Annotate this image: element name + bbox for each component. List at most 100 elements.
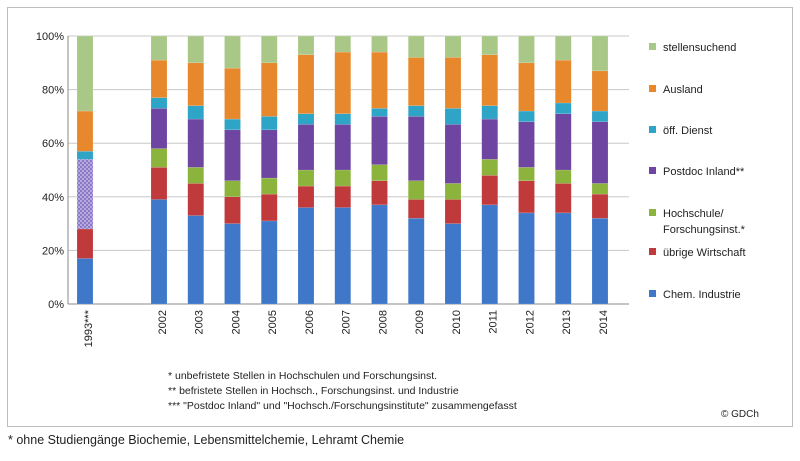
bar-segment (297, 113, 315, 125)
bar-segment (371, 35, 388, 53)
bar-segment (444, 35, 462, 58)
bar-segment (334, 169, 351, 187)
bar-segment (261, 193, 278, 222)
bar-segment (297, 185, 315, 208)
bar-segment (297, 169, 315, 187)
bar-segment (481, 54, 498, 106)
bar-segment (334, 113, 351, 125)
footnote-1: * unbefristete Stellen in Hochschulen un… (168, 370, 438, 382)
x-tick-label: 2002 (157, 310, 169, 334)
bar-segment (371, 204, 388, 305)
x-tick-label: 2009 (414, 310, 426, 334)
bar-segment (555, 169, 572, 184)
bar-segment (444, 124, 462, 184)
y-tick-label: 0% (48, 299, 64, 311)
bar-segment (371, 108, 388, 117)
bar-segment (444, 108, 462, 125)
x-tick-label: 2008 (377, 310, 389, 334)
y-tick-label: 20% (42, 245, 64, 257)
bar-segment (481, 118, 498, 160)
bar-segment (261, 220, 278, 305)
bar-segment (334, 185, 351, 208)
legend-label: öff. Dienst (663, 125, 712, 137)
bar-segment (187, 118, 204, 168)
bar-segment (297, 35, 315, 56)
bar-segment (518, 35, 535, 64)
x-tick-label: 2005 (267, 310, 279, 334)
bar-segment (150, 167, 168, 200)
bar-segment (76, 150, 94, 160)
bar-segment (371, 51, 388, 109)
bar-segment (555, 113, 572, 171)
bar-segment (555, 35, 572, 61)
bar-segment (518, 180, 535, 214)
bar-segment (224, 35, 241, 69)
legend-swatch (649, 43, 656, 50)
bar-segment (481, 204, 498, 305)
x-tick-label: 2011 (488, 310, 500, 334)
bar-segment (187, 167, 204, 184)
copyright-text: © GDCh (721, 409, 759, 420)
bar-segment (408, 116, 425, 181)
chart-frame: 0% 20% 40% 60% 80% 100% 1993*** 2002 2003 2004 200… (7, 7, 793, 427)
bar-segment (76, 228, 94, 259)
bar-segment (591, 110, 609, 123)
y-tick-label: 40% (42, 192, 64, 204)
x-tick-label: 1993*** (83, 309, 95, 347)
bar-segment (518, 121, 535, 168)
y-tick-label: 100% (36, 31, 64, 43)
bar-segment (334, 124, 351, 171)
bar-segment (408, 217, 425, 305)
x-tick-label: 2006 (304, 310, 316, 334)
bar-segment (224, 223, 241, 305)
x-tick-label: 2013 (561, 310, 573, 334)
bar-segment (591, 121, 609, 184)
chart-footnotes: * unbefristete Stellen in Hochschulen un… (168, 369, 517, 414)
legend-label: Postdoc Inland** (663, 166, 745, 178)
source-note: * ohne Studiengänge Biochemie, Lebensmit… (8, 433, 405, 447)
bar-segment (150, 148, 168, 168)
legend-label: Ausland (663, 84, 703, 96)
bar-segment (591, 35, 609, 72)
bar-segment (408, 180, 425, 200)
legend-swatch (649, 167, 656, 174)
bar-segment (334, 207, 351, 305)
bar-segment (555, 212, 572, 305)
bar-segment (334, 35, 351, 53)
bar-segment (76, 110, 94, 152)
bar-segment (591, 193, 609, 219)
bar-segment (555, 183, 572, 214)
bar-segment (591, 70, 609, 112)
bar-segment (481, 175, 498, 206)
bar-segment (261, 177, 278, 195)
bar-segment (224, 196, 241, 224)
bar-segment (224, 118, 241, 131)
legend-label: übrige Wirtschaft (663, 247, 746, 259)
bar-segment (444, 223, 462, 305)
bar-segment (261, 129, 278, 179)
bar-segment (187, 105, 204, 120)
bar-segment (76, 258, 94, 305)
bar-segment (481, 105, 498, 120)
bar-segment (224, 129, 241, 181)
legend-swatch (649, 290, 656, 297)
bar-segment (555, 59, 572, 104)
bar-segment (408, 35, 425, 58)
x-tick-label: 2003 (194, 310, 206, 334)
bar-segment (371, 164, 388, 181)
bar-segment (76, 35, 94, 112)
bar-segment (334, 51, 351, 114)
bar-segment (187, 62, 204, 106)
bar-segment (591, 183, 609, 195)
bar-segment (297, 207, 315, 305)
bar-segment (371, 116, 388, 165)
x-tick-label: 2004 (230, 310, 242, 334)
bar-segment (408, 199, 425, 219)
bar-segment (187, 35, 204, 64)
bar-segment (444, 199, 462, 224)
bar-segment (261, 116, 278, 131)
bar-segment (444, 183, 462, 200)
x-tick-label: 2010 (451, 310, 463, 334)
bar-segment (187, 215, 204, 305)
bar-segment (224, 67, 241, 120)
